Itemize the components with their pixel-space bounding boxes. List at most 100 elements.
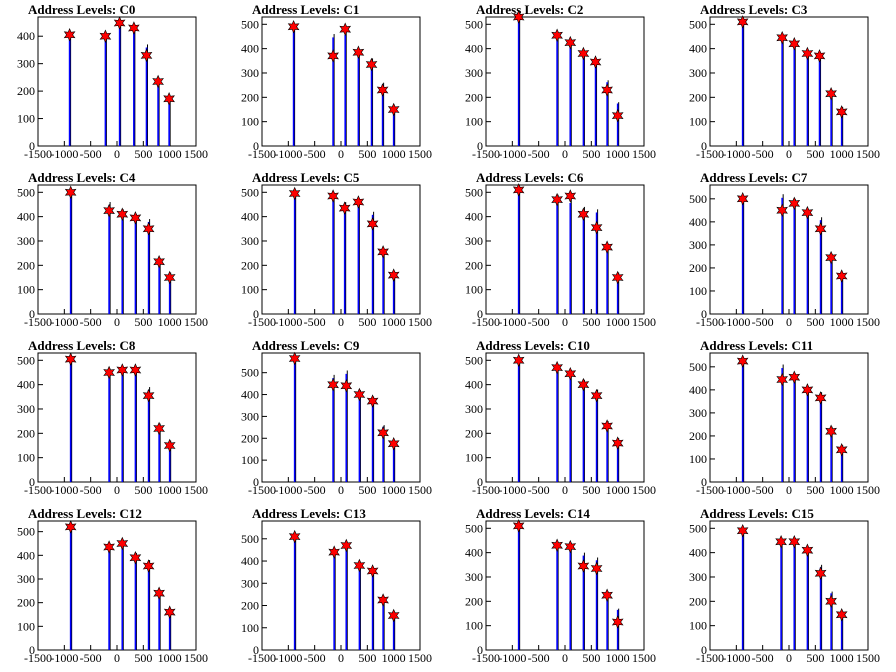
y-tick-label: 0 [29, 475, 35, 489]
chart-svg: Address Levels: C15 0 100 200 300 400 500 -1500… [689, 506, 880, 665]
plot-frame [37, 16, 197, 147]
peak-marker [801, 383, 814, 397]
x-tick-label: 500 [806, 483, 824, 497]
peak-marker [116, 363, 129, 377]
peak-marker [590, 388, 603, 403]
plot-frame [709, 520, 869, 651]
x-tick-label: 0 [338, 483, 344, 497]
y-tick-label: 300 [241, 66, 259, 80]
x-tick-label: -1000 [274, 315, 302, 329]
x-tick-label: 500 [806, 315, 824, 329]
chart-title: Address Levels: C10 [476, 338, 590, 353]
x-tick-label: -1500 [24, 651, 52, 665]
peak-marker [801, 46, 814, 61]
x-tick-label: 1500 [408, 315, 432, 329]
peak-marker [788, 37, 801, 51]
y-tick-label: 0 [477, 475, 483, 489]
peak-marker [611, 436, 624, 450]
y-tick-label: 300 [689, 238, 707, 252]
peak-marker [825, 86, 837, 101]
peak-marker [116, 207, 129, 221]
x-tick-label: -500 [752, 147, 774, 161]
x-tick-label: -500 [528, 651, 550, 665]
y-tick-label: 400 [17, 548, 35, 562]
peak-marker [387, 102, 400, 117]
y-tick-label: 200 [689, 594, 707, 608]
y-tick-label: 200 [241, 599, 259, 613]
peak-marker [327, 377, 339, 392]
peak-marker [387, 268, 400, 282]
y-tick-label: 400 [241, 388, 259, 402]
y-tick-label: 100 [689, 284, 707, 298]
y-tick-label: 100 [17, 619, 35, 633]
x-tick-label: -500 [752, 483, 774, 497]
chart-title: Address Levels: C5 [252, 170, 360, 185]
y-tick-label: 200 [241, 431, 259, 445]
peak-marker [601, 419, 613, 433]
x-tick-label: -500 [528, 483, 550, 497]
y-tick-label: 300 [465, 234, 483, 248]
chart-title: Address Levels: C12 [28, 506, 142, 521]
peak-marker [577, 377, 590, 392]
x-tick-label: -1500 [472, 315, 500, 329]
x-tick-label: 500 [358, 147, 376, 161]
x-tick-label: -1500 [248, 147, 276, 161]
peak-marker [788, 196, 801, 211]
plot-frame [485, 352, 645, 483]
y-tick-label: 0 [29, 139, 35, 153]
chart-svg: Address Levels: C90100200300400500-1500-… [241, 338, 432, 497]
x-tick-label: 500 [134, 147, 152, 161]
peak-marker [788, 370, 801, 384]
x-tick-label: -1500 [696, 651, 724, 665]
y-tick-label: 200 [689, 261, 707, 275]
y-tick-label: 400 [241, 42, 259, 56]
x-tick-label: 1500 [408, 147, 432, 161]
x-tick-label: -1000 [498, 651, 526, 665]
peak-marker [163, 92, 175, 106]
x-tick-label: 0 [786, 315, 792, 329]
x-tick-label: -1500 [248, 483, 276, 497]
chart-svg: Address Levels: C12 0 100 200 300 400 500 -1500… [17, 506, 208, 665]
x-tick-label: 1000 [830, 147, 854, 161]
x-tick-label: -500 [528, 147, 550, 161]
x-tick-label: -500 [752, 315, 774, 329]
peak-marker [142, 388, 155, 403]
peak-marker [814, 222, 827, 236]
y-tick-label: 0 [253, 475, 259, 489]
x-tick-label: -1000 [50, 483, 78, 497]
chart-svg: Address Levels: C60100200300400500-1500-… [465, 170, 656, 329]
peak-marker [288, 529, 301, 544]
y-tick-label: 500 [689, 521, 707, 535]
y-tick-label: 400 [17, 29, 35, 43]
x-tick-label: 1500 [184, 651, 208, 665]
x-tick-label: 1000 [158, 315, 182, 329]
peak-marker [64, 520, 77, 534]
peak-marker [551, 192, 563, 207]
peak-marker [564, 366, 577, 381]
chart-panel-2: Address Levels: C2 0 100 200 300 400 500 -1500-… [448, 0, 672, 168]
chart-title: Address Levels: C3 [700, 2, 808, 17]
chart-title: Address Levels: C7 [700, 170, 808, 185]
peak-marker [339, 22, 352, 36]
peak-marker [736, 523, 749, 538]
peak-marker [64, 185, 77, 200]
peak-marker [776, 30, 788, 45]
x-tick-label: -1000 [722, 315, 750, 329]
peak-marker [551, 538, 563, 553]
y-tick-label: 200 [465, 426, 483, 440]
peak-marker [387, 608, 400, 623]
y-tick-label: 100 [241, 621, 259, 635]
y-tick-label: 500 [465, 17, 483, 31]
peak-marker [387, 436, 400, 451]
x-tick-label: 1500 [408, 483, 432, 497]
chart-panel-13: Address Levels: C13 0 100 200 300 400 500 -1500… [224, 504, 448, 672]
chart-title: Address Levels: C6 [476, 170, 584, 185]
chart-svg: Address Levels: C80100200300400500-1500-… [17, 338, 208, 497]
chart-panel-15: Address Levels: C15 0 100 200 300 400 500 -1500… [672, 504, 896, 672]
peak-marker [377, 593, 389, 607]
x-tick-label: 500 [134, 315, 152, 329]
peak-marker [103, 365, 115, 380]
y-tick-label: 300 [17, 572, 35, 586]
y-tick-label: 300 [17, 57, 35, 71]
x-tick-label: 1500 [856, 315, 880, 329]
